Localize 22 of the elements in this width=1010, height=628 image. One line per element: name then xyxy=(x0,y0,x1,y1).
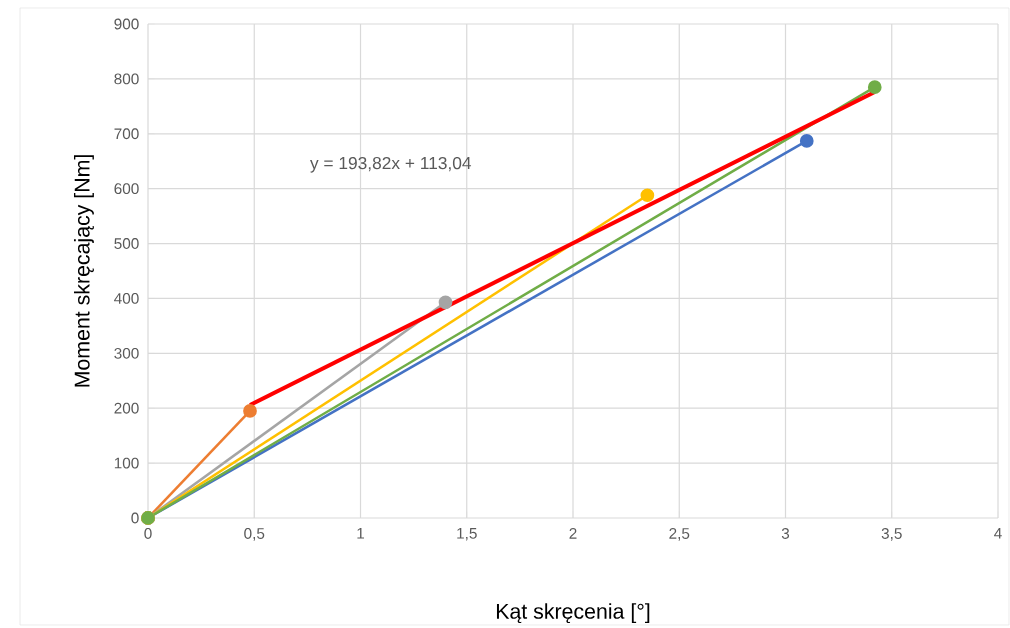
y-tick-label: 300 xyxy=(114,348,139,359)
x-tick-label: 2 xyxy=(569,528,577,539)
x-tick-label: 2,5 xyxy=(669,528,690,541)
x-axis-title: Kąt skręcenia [°] xyxy=(496,603,650,624)
x-tick-label: 3,5 xyxy=(881,528,902,541)
y-tick-label: 100 xyxy=(114,457,139,469)
y-tick-label: 600 xyxy=(114,183,139,195)
y-tick-label: 400 xyxy=(114,293,139,305)
y-tick-label: 500 xyxy=(114,238,139,250)
x-tick-label: 1 xyxy=(357,528,365,539)
x-tick-label: 3 xyxy=(781,528,790,540)
x-tick-label: 0,5 xyxy=(244,528,265,541)
x-tick-label: 0 xyxy=(144,528,152,540)
x-tick-label: 4 xyxy=(994,528,1002,539)
y-axis-title: Moment skręcający [Nm] xyxy=(73,155,94,387)
y-tick-label: 800 xyxy=(114,73,139,85)
x-tick-label: 1,5 xyxy=(457,528,477,541)
y-tick-label: 700 xyxy=(114,128,139,140)
y-tick-label: 0 xyxy=(131,512,139,524)
y-tick-label: 900 xyxy=(114,18,139,30)
annotation: y = 193,82x + 113,04 xyxy=(310,157,472,173)
y-tick-label: 200 xyxy=(114,403,139,414)
